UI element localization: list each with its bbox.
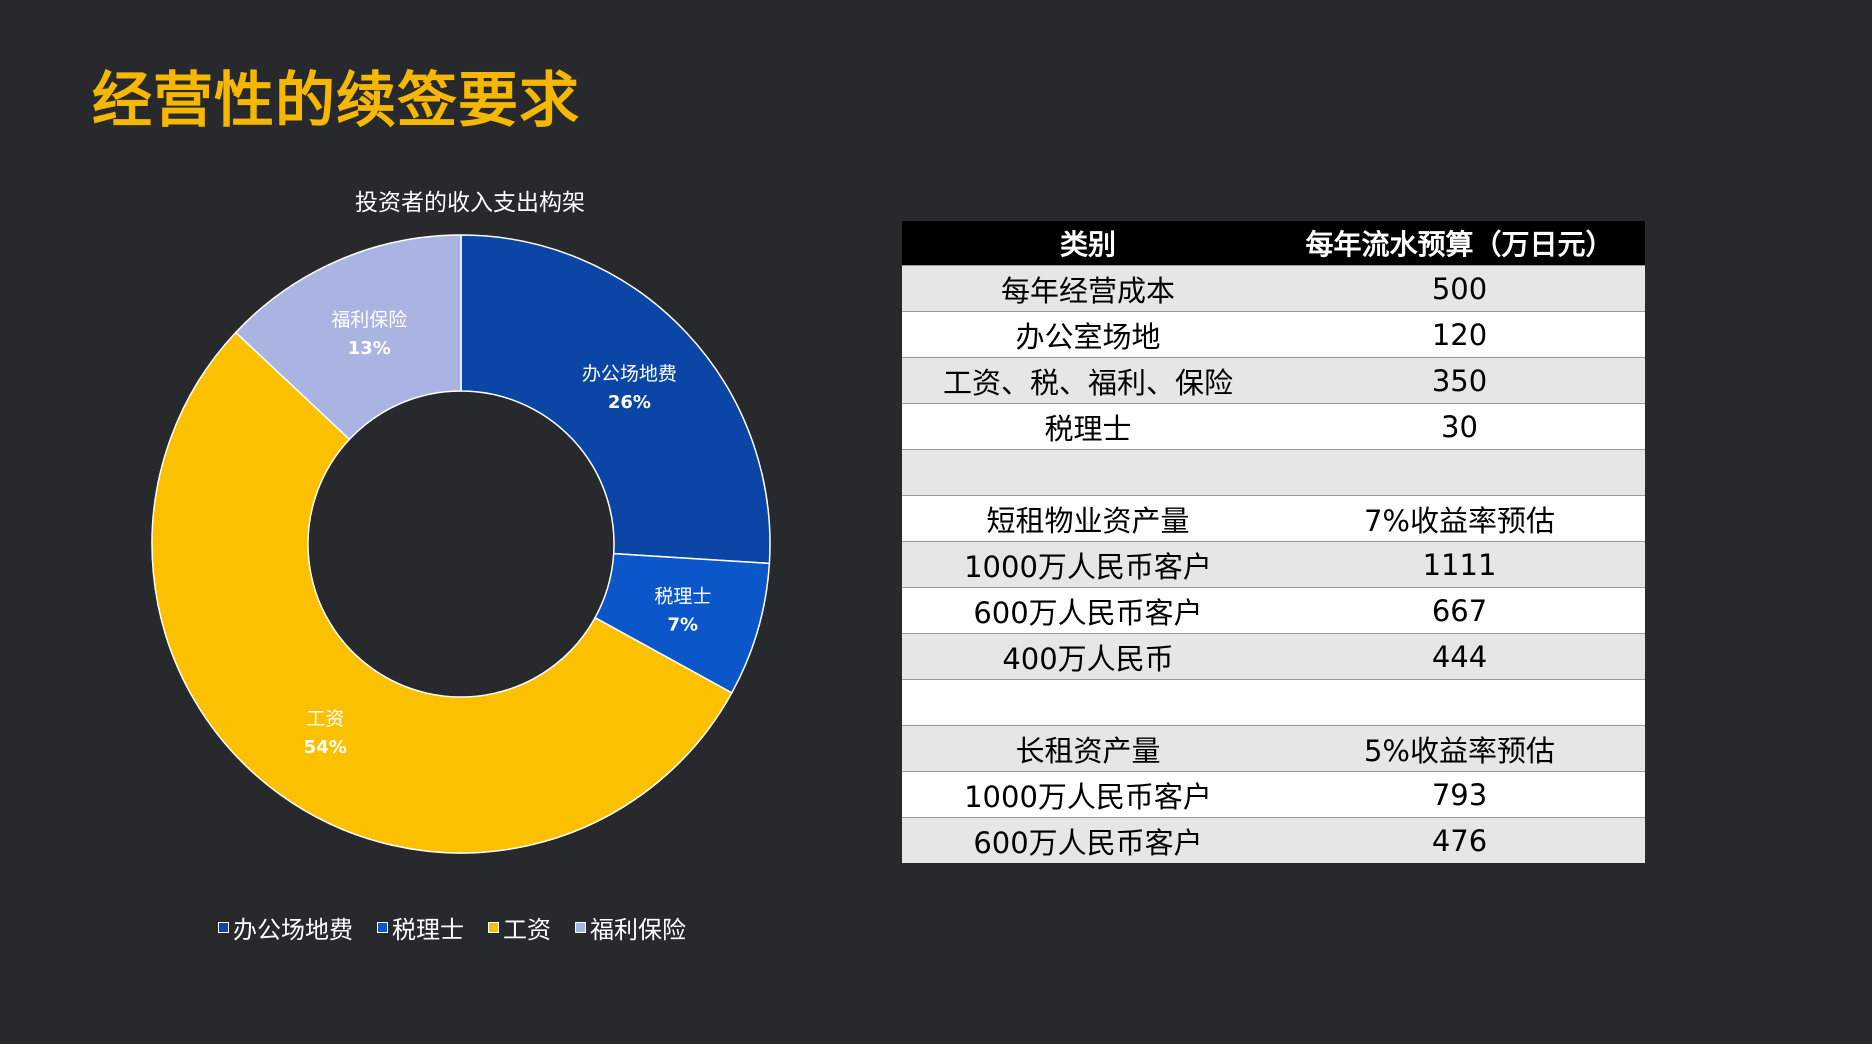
table-row: 每年经营成本 500 (902, 265, 1645, 312)
table-row: 400万人民币 444 (902, 633, 1645, 680)
legend-swatch (575, 922, 586, 933)
budget-table: 类别 每年流水预算（万日元） 每年经营成本 500 办公室场地 120 工资、税… (902, 221, 1645, 863)
slice-percent-label: 26% (608, 392, 651, 413)
row-value: 350 (1274, 357, 1645, 404)
table-row: 1000万人民币客户 793 (902, 771, 1645, 818)
table-row: 600万人民币客户 667 (902, 587, 1645, 634)
table-row: 工资、税、福利、保险 350 (902, 357, 1645, 404)
row-category: 短租物业资产量 (902, 495, 1274, 542)
row-category: 长租资产量 (902, 725, 1274, 772)
row-value (1274, 449, 1645, 496)
legend-item: 福利保险 (575, 910, 686, 945)
row-category: 税理士 (902, 403, 1274, 450)
table-row-empty (902, 449, 1645, 496)
row-category (902, 449, 1274, 496)
row-category: 工资、税、福利、保险 (902, 357, 1274, 404)
table-row: 600万人民币客户 476 (902, 817, 1645, 863)
row-value: 500 (1274, 265, 1645, 312)
row-category: 600万人民币客户 (902, 817, 1274, 863)
slice-category-label: 福利保险 (331, 309, 407, 331)
legend-label: 办公场地费 (233, 916, 353, 944)
slice-category-label: 税理士 (654, 585, 711, 607)
header-category: 类别 (902, 221, 1274, 266)
row-value: 5%收益率预估 (1274, 725, 1645, 772)
legend-label: 福利保险 (590, 916, 686, 944)
row-category: 1000万人民币客户 (902, 771, 1274, 818)
table-row: 办公室场地 120 (902, 311, 1645, 358)
donut-slice-2 (151, 331, 733, 854)
legend-swatch (218, 922, 229, 933)
row-value: 30 (1274, 403, 1645, 450)
legend-swatch (377, 922, 388, 933)
table-row: 1000万人民币客户 1111 (902, 541, 1645, 588)
row-value: 7%收益率预估 (1274, 495, 1645, 542)
row-category: 400万人民币 (902, 633, 1274, 680)
chart-legend: 办公场地费 税理士 工资 福利保险 (218, 910, 686, 945)
legend-swatch (488, 922, 499, 933)
row-category (902, 679, 1274, 726)
row-category: 600万人民币客户 (902, 587, 1274, 634)
legend-item: 工资 (488, 910, 551, 945)
row-value: 793 (1274, 771, 1645, 818)
legend-item: 税理士 (377, 910, 464, 945)
table-row-empty (902, 679, 1645, 726)
slice-percent-label: 7% (668, 614, 699, 635)
slice-percent-label: 54% (304, 737, 347, 758)
row-value: 476 (1274, 817, 1645, 863)
slice-category-label: 办公场地费 (582, 363, 677, 385)
header-budget: 每年流水预算（万日元） (1274, 221, 1645, 266)
slice-category-label: 工资 (306, 708, 344, 730)
row-category: 办公室场地 (902, 311, 1274, 358)
legend-label: 税理士 (392, 916, 464, 944)
donut-slice-3 (234, 234, 462, 441)
row-category: 1000万人民币客户 (902, 541, 1274, 588)
table-row: 长租资产量 5%收益率预估 (902, 725, 1645, 772)
slide-title: 经营性的续签要求 (92, 66, 580, 136)
slice-percent-label: 13% (348, 338, 391, 359)
table-header-row: 类别 每年流水预算（万日元） (902, 221, 1645, 266)
row-category: 每年经营成本 (902, 265, 1274, 312)
row-value: 667 (1274, 587, 1645, 634)
legend-label: 工资 (503, 916, 551, 944)
table-row: 税理士 30 (902, 403, 1645, 450)
row-value: 120 (1274, 311, 1645, 358)
table-row: 短租物业资产量 7%收益率预估 (902, 495, 1645, 542)
row-value: 444 (1274, 633, 1645, 680)
row-value: 1111 (1274, 541, 1645, 588)
legend-item: 办公场地费 (218, 910, 353, 945)
row-value (1274, 679, 1645, 726)
donut-slice-0 (460, 234, 771, 565)
chart-title: 投资者的收入支出构架 (355, 190, 585, 216)
